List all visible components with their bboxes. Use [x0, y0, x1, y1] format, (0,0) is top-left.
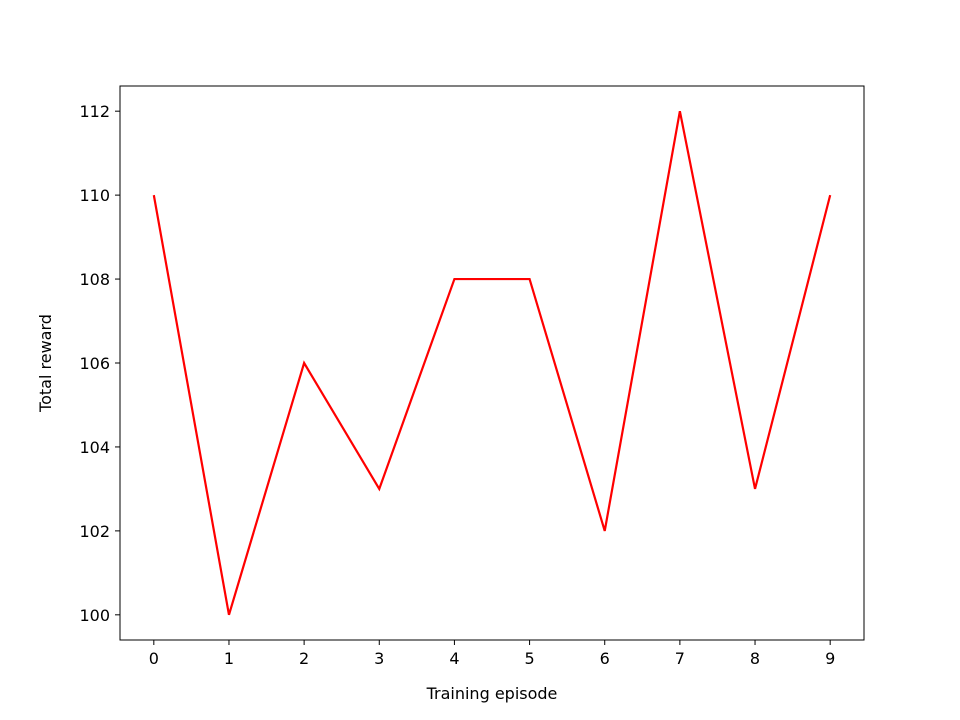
axis-ticks: 0 1 2 3 4 5 6 7 8 9 100 102 104 106 108 110 112	[79, 102, 835, 668]
plot-background	[120, 86, 864, 640]
series-line	[152, 110, 832, 616]
x-axis-label: Training episode	[426, 684, 558, 703]
x-tick-label: 8	[750, 649, 760, 668]
y-tick-label: 108	[79, 270, 110, 289]
x-tick-label: 6	[600, 649, 610, 668]
x-tick-label: 2	[299, 649, 309, 668]
plot-frame	[119, 85, 865, 641]
y-tick-label: 102	[79, 522, 110, 541]
y-tick-label: 104	[79, 438, 110, 457]
y-tick-label: 112	[79, 102, 110, 121]
x-tick-label: 0	[149, 649, 159, 668]
series-group	[152, 110, 832, 616]
x-tick-label: 4	[449, 649, 459, 668]
y-tick-label: 110	[79, 186, 110, 205]
y-tick-label: 106	[79, 354, 110, 373]
x-tick-label: 3	[374, 649, 384, 668]
x-tick-label: 1	[224, 649, 234, 668]
y-axis-label: Total reward	[36, 314, 55, 413]
x-tick-label: 9	[825, 649, 835, 668]
x-tick-label: 5	[524, 649, 534, 668]
x-tick-label: 7	[675, 649, 685, 668]
y-tick-label: 100	[79, 606, 110, 625]
